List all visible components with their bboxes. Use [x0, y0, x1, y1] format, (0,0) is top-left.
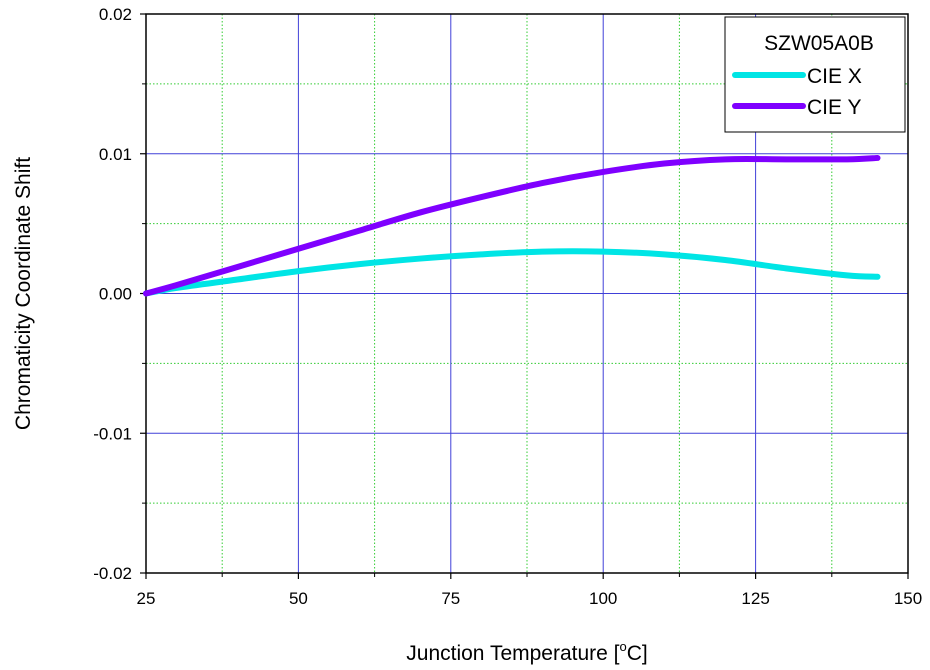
legend-label: CIE Y	[807, 96, 861, 119]
x-axis-title-end: C]	[627, 642, 648, 665]
x-tick-label: 75	[441, 589, 460, 608]
x-tick-label: 50	[289, 589, 308, 608]
legend: SZW05A0B CIE X CIE Y	[724, 16, 906, 133]
legend-label: CIE X	[807, 65, 862, 88]
x-axis-tick-labels: 25 50 75 100 125 150	[137, 589, 923, 608]
y-tick-label: 0.01	[99, 145, 132, 164]
y-tick-label: 0.02	[99, 5, 132, 24]
y-tick-label: -0.01	[93, 424, 132, 443]
legend-items: CIE X CIE Y	[732, 65, 862, 119]
y-axis-tick-labels: -0.02 -0.01 0.00 0.01 0.02	[93, 5, 132, 583]
major-grid	[146, 14, 908, 573]
x-tick-label: 25	[137, 589, 156, 608]
x-axis-title-superscript: o	[620, 639, 627, 654]
legend-title: SZW05A0B	[764, 32, 874, 55]
y-tick-label: 0.00	[99, 285, 132, 304]
y-axis-title: Chromaticity Coordinate Shift	[12, 157, 35, 430]
series-lines	[143, 154, 881, 297]
y-tick-label: -0.02	[93, 564, 132, 583]
x-tick-label: 150	[894, 589, 922, 608]
x-tick-label: 100	[589, 589, 617, 608]
x-tick-label: 125	[741, 589, 769, 608]
x-axis-title-main: Junction Temperature [	[406, 642, 619, 665]
series-line-cie-y	[143, 154, 881, 297]
x-axis-title: Junction Temperature [oC]	[406, 639, 647, 665]
series-line-cie-x	[143, 248, 881, 297]
